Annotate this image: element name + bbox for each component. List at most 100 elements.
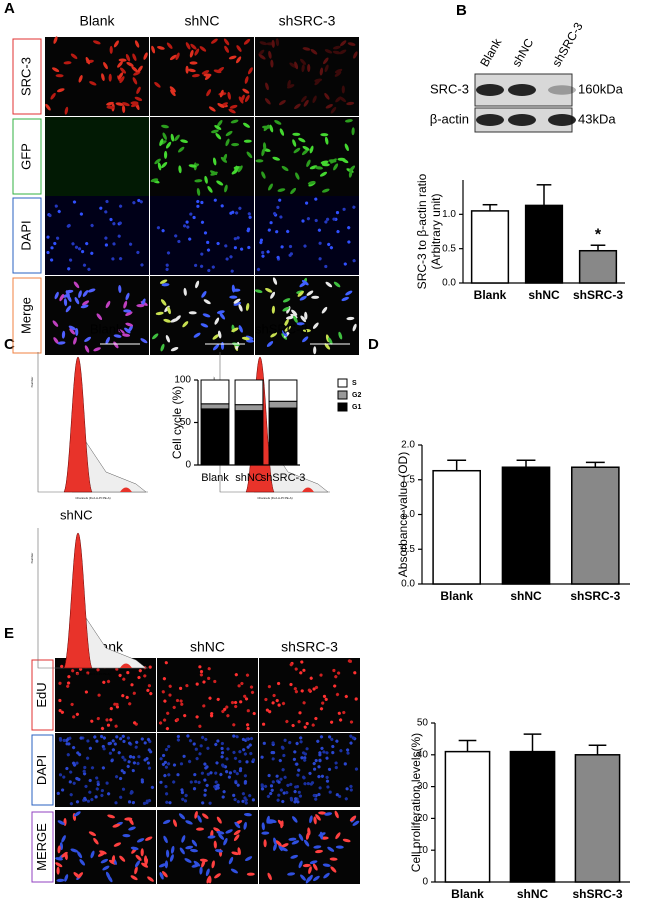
x-tick-label: shNC (510, 589, 542, 603)
cell (259, 41, 268, 46)
cell (133, 71, 141, 76)
cell (292, 816, 298, 823)
cell (75, 800, 80, 804)
cell (303, 756, 307, 760)
legend-label: S (352, 380, 357, 387)
cell (241, 792, 245, 796)
cell (136, 304, 145, 308)
cell (293, 800, 297, 804)
cell (217, 103, 225, 108)
cell (194, 780, 198, 784)
cell (266, 815, 270, 824)
row-label-box (12, 38, 42, 115)
cell (95, 787, 99, 791)
cell (242, 88, 250, 94)
cell (90, 797, 94, 802)
cell (122, 771, 126, 775)
cell (307, 827, 311, 836)
cell (169, 86, 176, 93)
cell (136, 838, 145, 843)
cell (279, 788, 283, 792)
cell (249, 751, 253, 756)
cell (196, 827, 204, 831)
cell (280, 745, 284, 749)
cell (346, 101, 355, 106)
cell (216, 816, 222, 824)
cell (281, 799, 285, 804)
cell (215, 784, 219, 788)
lane-label: shSRC-3 (549, 20, 586, 69)
cell (318, 811, 327, 815)
histogram-x-label: Channels (FL2-A-PI PE-A) (75, 496, 110, 500)
cell (213, 827, 221, 833)
cell (243, 752, 247, 756)
cell (196, 199, 200, 204)
cell (251, 798, 255, 802)
cell (224, 244, 228, 248)
cell (347, 226, 351, 230)
cell (178, 146, 185, 153)
cell (232, 750, 236, 755)
row-label: SRC-3 (18, 57, 33, 96)
cell (181, 797, 185, 801)
cell (126, 736, 130, 740)
cell (233, 298, 241, 304)
x-tick-label: Blank (201, 472, 229, 484)
cell (215, 849, 223, 853)
cell (201, 801, 205, 805)
cell (316, 739, 320, 743)
cell (79, 212, 84, 216)
histogram-title: shSRC-3 (255, 321, 308, 336)
cell (67, 675, 71, 679)
y-tick-label: 0 (185, 460, 191, 471)
cell (207, 667, 211, 671)
cell (313, 346, 317, 355)
cell (182, 321, 189, 328)
cell (227, 775, 231, 779)
cell (96, 668, 100, 672)
micrograph (259, 658, 360, 732)
cell (331, 744, 335, 749)
cell (293, 750, 297, 754)
cell (277, 780, 281, 784)
cell (265, 708, 269, 712)
cell (321, 306, 328, 314)
cell (212, 157, 217, 166)
cell (279, 777, 283, 781)
cell (68, 325, 76, 331)
cell (190, 848, 198, 853)
cell (248, 793, 252, 798)
cell (119, 76, 125, 84)
cell (84, 690, 88, 694)
cell (165, 726, 169, 731)
cell (352, 323, 357, 332)
cell (117, 61, 123, 68)
cell (137, 755, 141, 759)
cell (216, 241, 220, 246)
cell (225, 138, 230, 147)
cell (270, 332, 278, 338)
cell (306, 781, 310, 786)
cell (162, 718, 167, 722)
cell (164, 747, 169, 752)
cell (88, 790, 92, 794)
cell (104, 236, 108, 240)
cell (246, 709, 250, 713)
cell (207, 676, 211, 681)
cell (205, 868, 210, 877)
cell (128, 755, 133, 759)
cell (189, 780, 193, 784)
cell (105, 781, 109, 785)
cell (281, 165, 289, 172)
cell (210, 38, 218, 44)
cell (322, 188, 330, 193)
cell (206, 772, 210, 776)
micrograph (157, 733, 258, 807)
cell (216, 739, 220, 743)
cell (305, 201, 309, 205)
cell (312, 767, 317, 771)
cell (233, 769, 237, 774)
cell (84, 336, 92, 343)
cell (109, 217, 113, 222)
cell (303, 99, 309, 107)
